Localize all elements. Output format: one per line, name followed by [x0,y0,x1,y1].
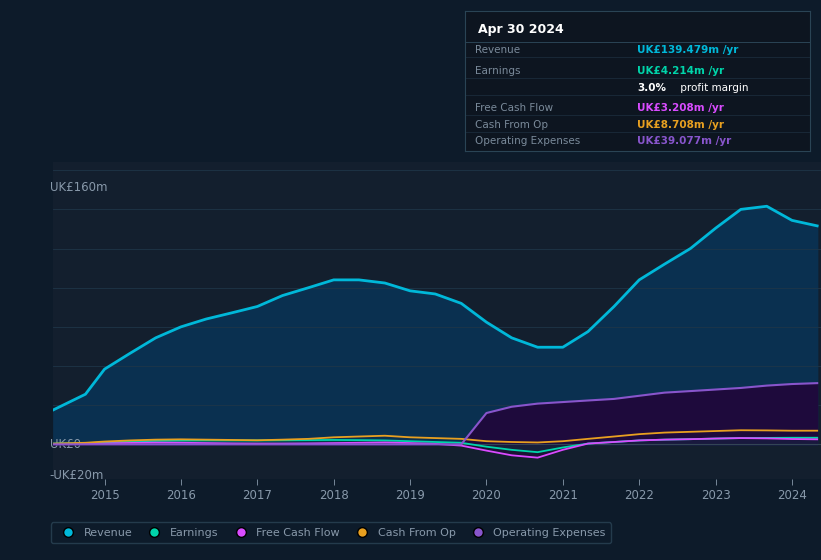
Text: UK£8.708m /yr: UK£8.708m /yr [637,120,724,129]
Text: 3.0%: 3.0% [637,83,666,93]
Text: Cash From Op: Cash From Op [475,120,548,129]
Text: profit margin: profit margin [677,83,748,93]
Text: Earnings: Earnings [475,67,521,76]
Text: UK£3.208m /yr: UK£3.208m /yr [637,103,724,113]
Legend: Revenue, Earnings, Free Cash Flow, Cash From Op, Operating Expenses: Revenue, Earnings, Free Cash Flow, Cash … [51,522,612,543]
Text: -UK£20m: -UK£20m [49,469,104,482]
Text: UK£39.077m /yr: UK£39.077m /yr [637,137,732,146]
Text: UK£139.479m /yr: UK£139.479m /yr [637,45,738,55]
Text: Apr 30 2024: Apr 30 2024 [479,23,564,36]
Text: UK£4.214m /yr: UK£4.214m /yr [637,67,724,76]
Text: UK£160m: UK£160m [49,181,107,194]
Text: Revenue: Revenue [475,45,521,55]
Text: Operating Expenses: Operating Expenses [475,137,580,146]
Text: Free Cash Flow: Free Cash Flow [475,103,553,113]
Text: UK£0: UK£0 [49,438,80,451]
